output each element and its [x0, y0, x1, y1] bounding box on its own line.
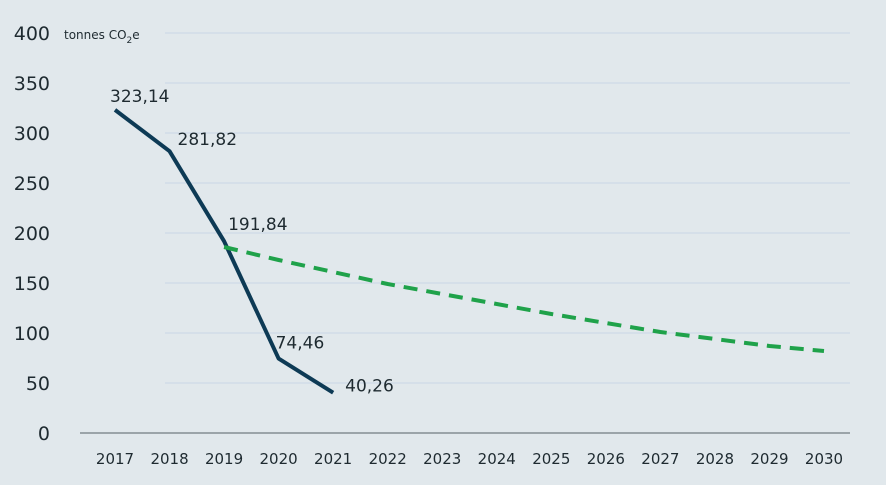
y-tick-label: 250 [14, 173, 50, 195]
data-label: 281,82 [178, 130, 237, 150]
x-tick-label: 2027 [641, 450, 679, 468]
actual-emissions-line [113, 108, 335, 395]
data-labels: 323,14 281,82 191,84 74,46 40,26 [110, 87, 394, 397]
unit-main: tonnes CO [64, 28, 127, 42]
x-tick-label: 2018 [150, 450, 188, 468]
x-tick-label: 2021 [314, 450, 352, 468]
x-tick-label: 2017 [96, 450, 134, 468]
x-axis-ticks: 2017 2018 2019 2020 2021 2022 2023 2024 2025 2026… [96, 450, 843, 468]
x-tick-label: 2022 [369, 450, 407, 468]
gridlines [165, 32, 850, 384]
x-tick-label: 2029 [750, 450, 788, 468]
y-tick-label: 200 [14, 223, 50, 245]
x-tick-label: 2028 [696, 450, 734, 468]
y-tick-label: 0 [38, 423, 50, 445]
y-tick-label: 150 [14, 273, 50, 295]
y-axis-unit-label: tonnes CO2e [64, 28, 140, 46]
target-trajectory-line [223, 245, 825, 353]
data-label: 323,14 [110, 87, 169, 107]
y-axis-ticks: 0 50 100 150 200 250 300 350 400 [14, 23, 50, 445]
y-tick-label: 100 [14, 323, 50, 345]
x-tick-label: 2030 [805, 450, 843, 468]
series [113, 108, 825, 395]
x-tick-label: 2023 [423, 450, 461, 468]
x-tick-label: 2026 [587, 450, 625, 468]
unit-suffix: e [132, 28, 139, 42]
data-label: 74,46 [276, 334, 325, 354]
data-label: 191,84 [228, 215, 287, 235]
y-tick-label: 350 [14, 73, 50, 95]
unit-subscript: 2 [127, 36, 133, 46]
y-tick-label: 400 [14, 23, 50, 45]
x-tick-label: 2024 [478, 450, 516, 468]
x-tick-label: 2019 [205, 450, 243, 468]
x-tick-label: 2020 [260, 450, 298, 468]
y-tick-label: 300 [14, 123, 50, 145]
data-label: 40,26 [345, 377, 394, 397]
y-tick-label: 50 [26, 373, 50, 395]
x-tick-label: 2025 [532, 450, 570, 468]
